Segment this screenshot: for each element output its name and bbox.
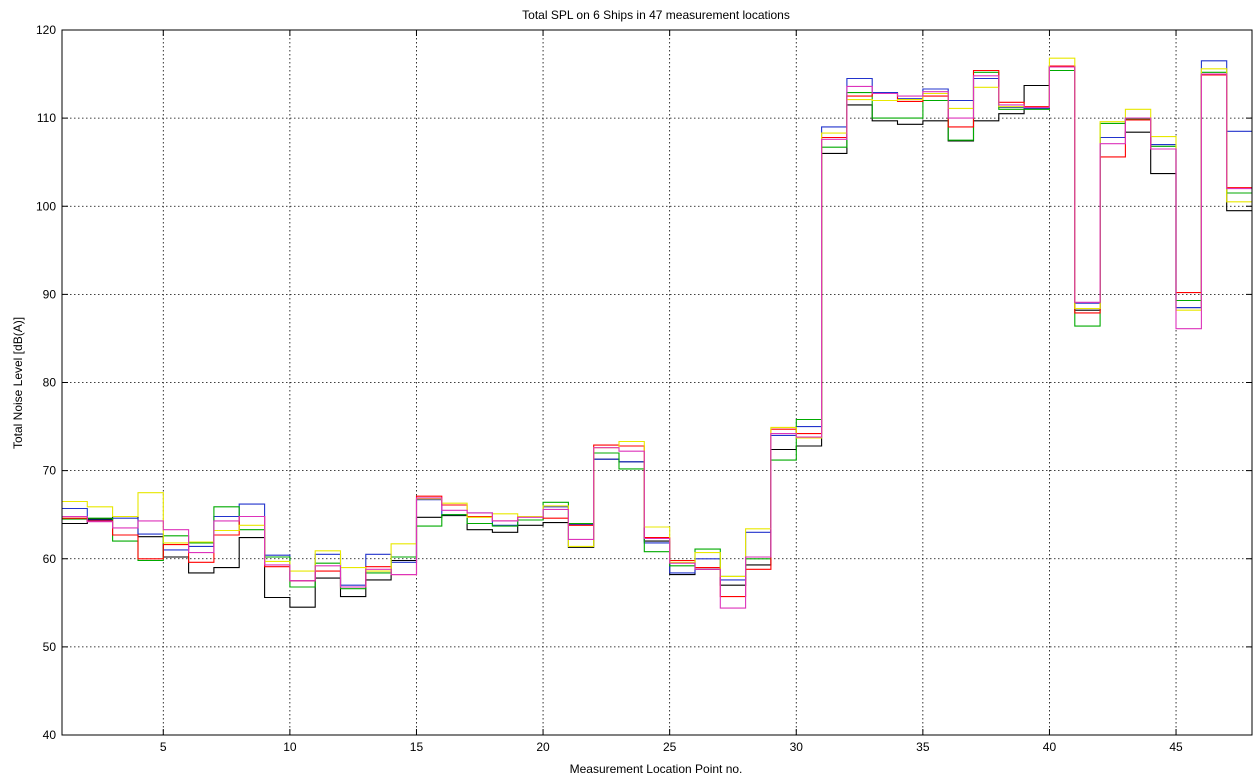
series-line-5 <box>62 57 1252 577</box>
y-axis-label: Total Noise Level [dB(A)] <box>11 317 25 449</box>
series-line-2 <box>62 60 1252 586</box>
x-tick-label: 20 <box>536 740 550 754</box>
y-tick-label: 110 <box>37 111 56 125</box>
y-tick-label: 90 <box>43 287 57 301</box>
series-line-1 <box>62 65 1252 608</box>
x-tick-label: 35 <box>916 740 930 754</box>
chart-title: Total SPL on 6 Ships in 47 measurement l… <box>522 8 790 22</box>
series-line-3 <box>62 69 1252 590</box>
series-group <box>62 57 1252 609</box>
y-tick-label: 70 <box>43 464 57 478</box>
y-tick-label: 40 <box>43 728 57 742</box>
ticks: 5 10 15 20 25 30 35 40 45 40 50 60 70 80 90 100 110 120 <box>36 23 1252 754</box>
x-axis-label: Measurement Location Point no. <box>570 762 743 776</box>
plot-frame <box>61 29 1253 736</box>
y-tick-label: 100 <box>36 199 56 213</box>
x-tick-label: 40 <box>1043 740 1057 754</box>
series-line-6 <box>62 66 1252 609</box>
grid <box>62 30 1252 735</box>
x-tick-label: 10 <box>283 740 297 754</box>
y-tick-label: 50 <box>43 640 57 654</box>
x-tick-label: 15 <box>410 740 424 754</box>
y-tick-label: 60 <box>43 552 57 566</box>
x-tick-label: 5 <box>160 740 167 754</box>
x-tick-label: 25 <box>663 740 677 754</box>
x-tick-label: 45 <box>1169 740 1183 754</box>
y-tick-label: 120 <box>36 23 56 37</box>
y-tick-label: 80 <box>43 376 57 390</box>
x-tick-label: 30 <box>790 740 804 754</box>
